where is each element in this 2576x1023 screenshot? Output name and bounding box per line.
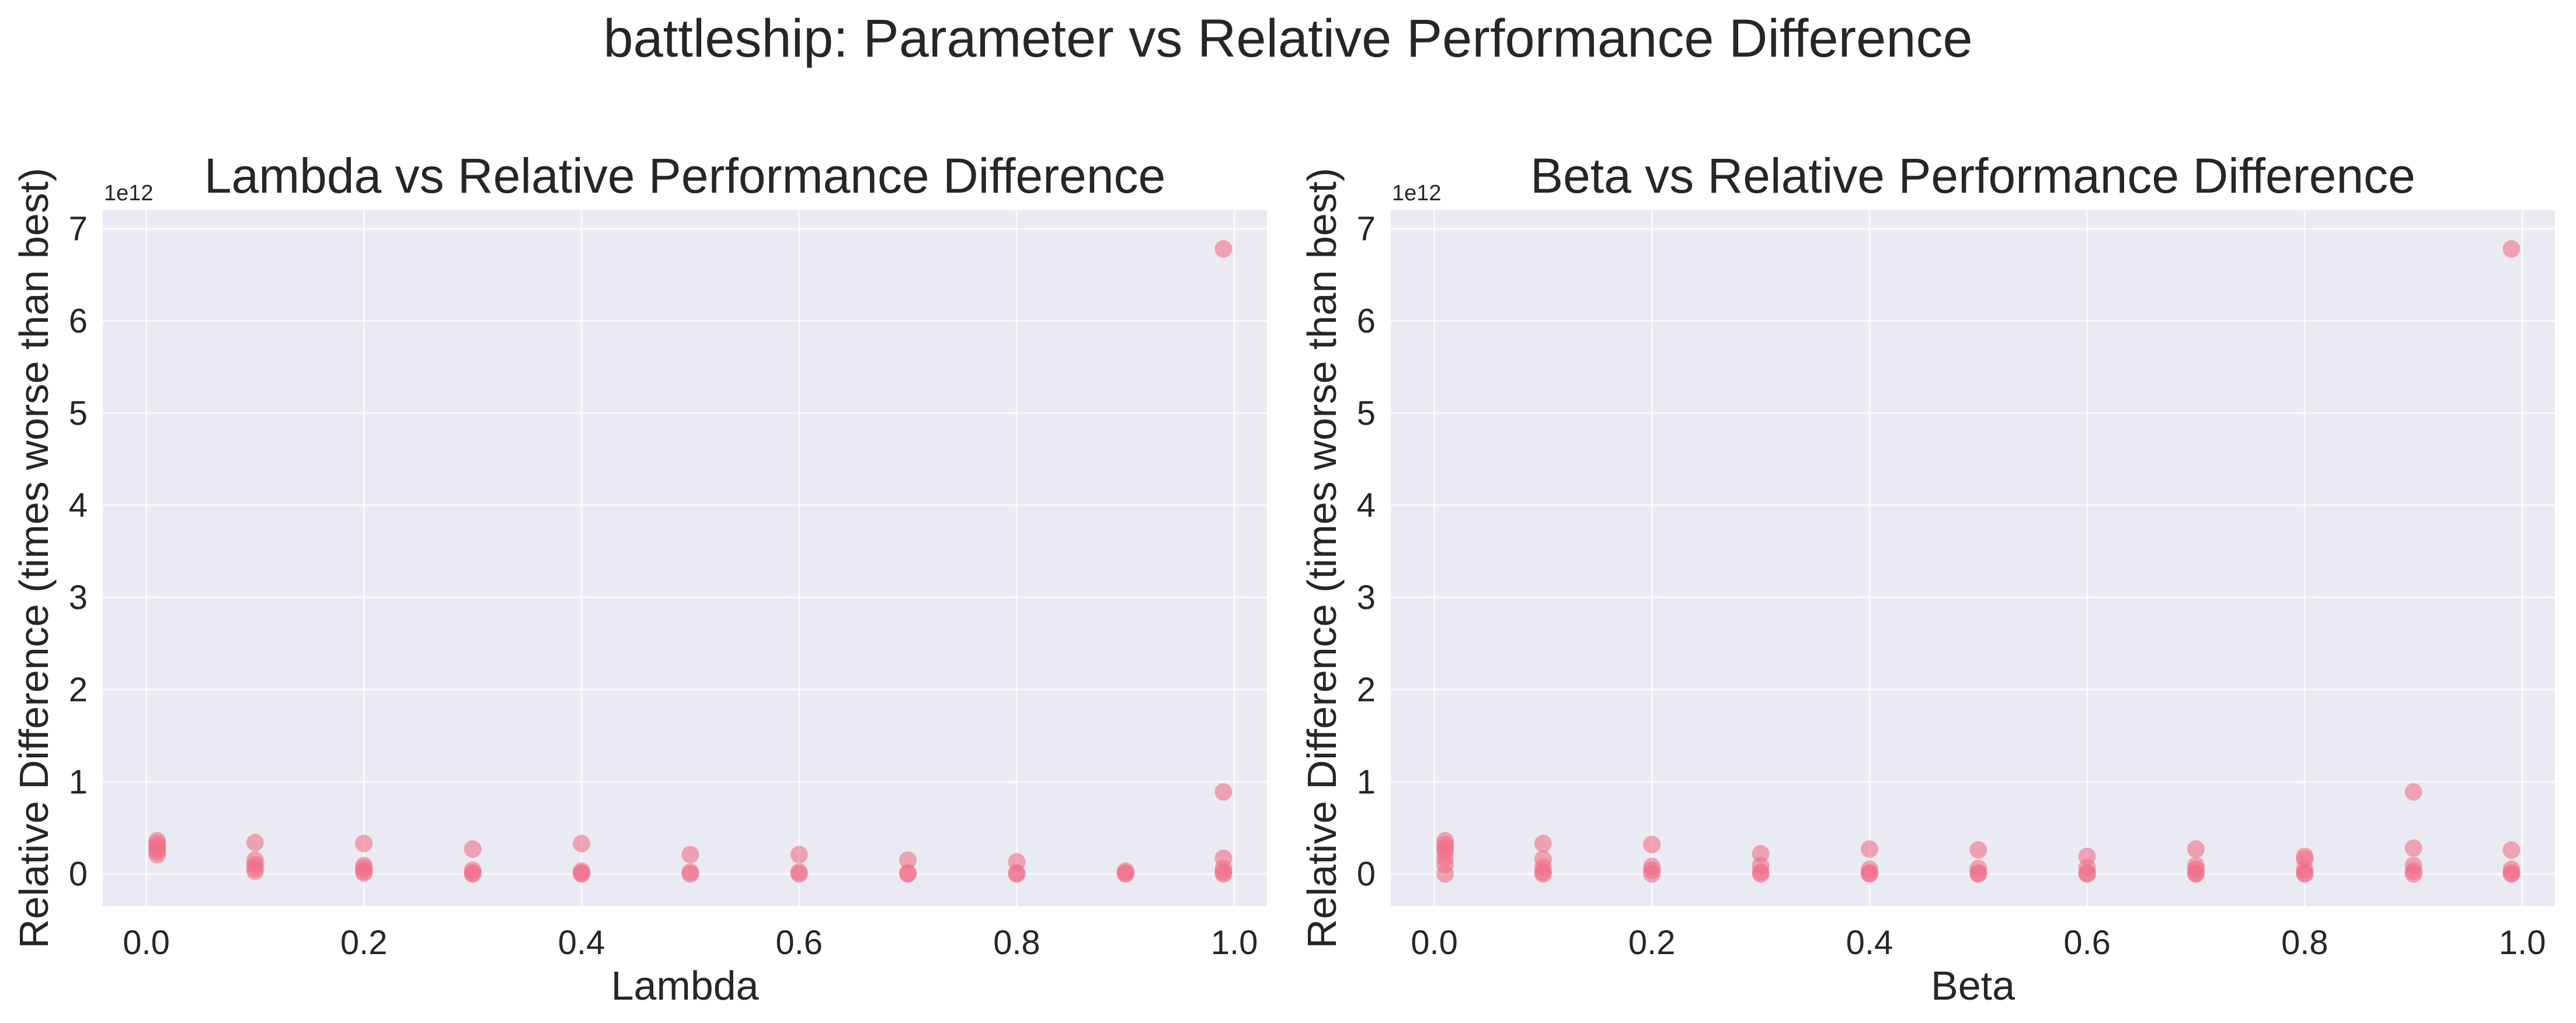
lambda-chart-title: Lambda vs Relative Performance Differenc… bbox=[204, 148, 1166, 203]
lambda-data-point bbox=[899, 851, 917, 869]
beta-y-tick-label: 0 bbox=[1357, 855, 1376, 893]
lambda-data-point bbox=[572, 865, 590, 883]
beta-y-axis-label: Relative Difference (times worse than be… bbox=[1299, 168, 1345, 948]
beta-data-point bbox=[2404, 783, 2422, 801]
lambda-y-axis-label: Relative Difference (times worse than be… bbox=[11, 168, 57, 948]
beta-x-axis-label: Beta bbox=[1931, 963, 2015, 1008]
figure-title: battleship: Parameter vs Relative Perfor… bbox=[603, 9, 1973, 68]
lambda-y-tick-label: 0 bbox=[69, 855, 88, 893]
beta-data-point bbox=[2187, 840, 2205, 858]
beta-x-tick-label: 0.2 bbox=[1628, 924, 1676, 962]
beta-data-point bbox=[1860, 865, 1878, 883]
lambda-data-point bbox=[1116, 865, 1134, 883]
beta-x-tick-label: 0.8 bbox=[2281, 924, 2328, 962]
beta-data-point bbox=[2502, 865, 2521, 883]
lambda-data-point bbox=[1214, 865, 1233, 883]
beta-chart-title: Beta vs Relative Performance Difference bbox=[1530, 148, 2415, 203]
lambda-data-point bbox=[1008, 865, 1026, 883]
beta-data-point bbox=[1860, 840, 1878, 858]
beta-data-point bbox=[2078, 865, 2096, 883]
beta-y-tick-label: 6 bbox=[1357, 302, 1376, 340]
lambda-y-tick-label: 4 bbox=[69, 486, 88, 524]
lambda-y-tick-label: 7 bbox=[69, 210, 88, 248]
beta-x-tick-label: 0.0 bbox=[1411, 924, 1458, 962]
beta-plot-area bbox=[1391, 210, 2555, 906]
lambda-data-point bbox=[1214, 240, 1233, 258]
lambda-data-point bbox=[1214, 783, 1233, 801]
beta-data-point bbox=[2502, 841, 2521, 859]
beta-data-point bbox=[1969, 841, 1987, 859]
lambda-y-tick-label: 6 bbox=[69, 302, 88, 340]
beta-y-tick-label: 7 bbox=[1357, 210, 1376, 248]
lambda-x-tick-label: 0.6 bbox=[775, 924, 823, 962]
lambda-data-point bbox=[355, 864, 373, 882]
beta-y-tick-label: 5 bbox=[1357, 394, 1376, 432]
lambda-x-tick-label: 0.8 bbox=[993, 924, 1040, 962]
beta-data-point bbox=[1752, 845, 1770, 863]
lambda-y-tick-label: 2 bbox=[69, 671, 88, 709]
lambda-data-point bbox=[355, 834, 373, 852]
beta-x-tick-label: 1.0 bbox=[2499, 924, 2546, 962]
lambda-data-point bbox=[681, 845, 699, 864]
beta-data-point bbox=[2502, 240, 2521, 258]
lambda-data-point bbox=[899, 865, 917, 883]
lambda-plot-area bbox=[103, 210, 1267, 906]
lambda-data-point bbox=[790, 845, 808, 864]
beta-y-offset-label: 1e12 bbox=[1392, 181, 1442, 206]
beta-data-point bbox=[1534, 865, 1552, 883]
lambda-data-point bbox=[246, 834, 264, 852]
beta-data-point bbox=[1643, 865, 1661, 883]
beta-data-point bbox=[1436, 865, 1454, 883]
lambda-scatter-panel: 0.0 0.2 0.4 0.6 0.8 1.0 0 1 2 3 4 5 6 7 1e12 Lambda vs … bbox=[11, 148, 1267, 1008]
lambda-x-tick-label: 0.4 bbox=[558, 924, 605, 962]
lambda-scatter-chart: 0.0 0.2 0.4 0.6 0.8 1.0 0 1 2 3 4 5 6 7 1e12 Lambda vs … bbox=[11, 148, 1267, 1008]
lambda-x-tick-label: 0.2 bbox=[340, 924, 388, 962]
lambda-data-point bbox=[572, 834, 590, 852]
lambda-x-tick-label: 0.0 bbox=[123, 924, 170, 962]
lambda-data-point bbox=[790, 865, 808, 883]
beta-data-point bbox=[2296, 865, 2314, 883]
beta-x-tick-label: 0.6 bbox=[2063, 924, 2111, 962]
beta-y-tick-label: 1 bbox=[1357, 763, 1376, 801]
beta-data-point bbox=[2404, 865, 2422, 883]
lambda-y-tick-label: 1 bbox=[69, 763, 88, 801]
beta-data-point bbox=[1969, 865, 1987, 883]
beta-data-point bbox=[2404, 839, 2422, 857]
beta-x-tick-label: 0.4 bbox=[1846, 924, 1893, 962]
lambda-data-point bbox=[681, 865, 699, 883]
beta-y-tick-label: 2 bbox=[1357, 671, 1376, 709]
lambda-y-tick-label: 3 bbox=[69, 579, 88, 617]
beta-data-point bbox=[2187, 865, 2205, 883]
lambda-x-axis-label: Lambda bbox=[611, 963, 759, 1008]
lambda-data-point bbox=[464, 865, 482, 883]
lambda-y-offset-label: 1e12 bbox=[104, 181, 154, 206]
lambda-data-point bbox=[148, 845, 166, 864]
beta-data-point bbox=[1752, 865, 1770, 883]
lambda-data-point bbox=[246, 862, 264, 881]
beta-scatter-chart: 0.0 0.2 0.4 0.6 0.8 1.0 0 1 2 3 4 5 6 7 1e12 Beta vs Re… bbox=[1299, 148, 2555, 1008]
lambda-y-tick-label: 5 bbox=[69, 394, 88, 432]
beta-y-tick-label: 4 bbox=[1357, 486, 1376, 524]
beta-data-point bbox=[1534, 834, 1552, 852]
beta-scatter-panel: 0.0 0.2 0.4 0.6 0.8 1.0 0 1 2 3 4 5 6 7 1e12 Beta vs Re… bbox=[1288, 0, 2576, 1023]
lambda-x-tick-label: 1.0 bbox=[1211, 924, 1258, 962]
beta-y-tick-label: 3 bbox=[1357, 579, 1376, 617]
beta-data-point bbox=[1643, 836, 1661, 854]
lambda-data-point bbox=[464, 840, 482, 858]
